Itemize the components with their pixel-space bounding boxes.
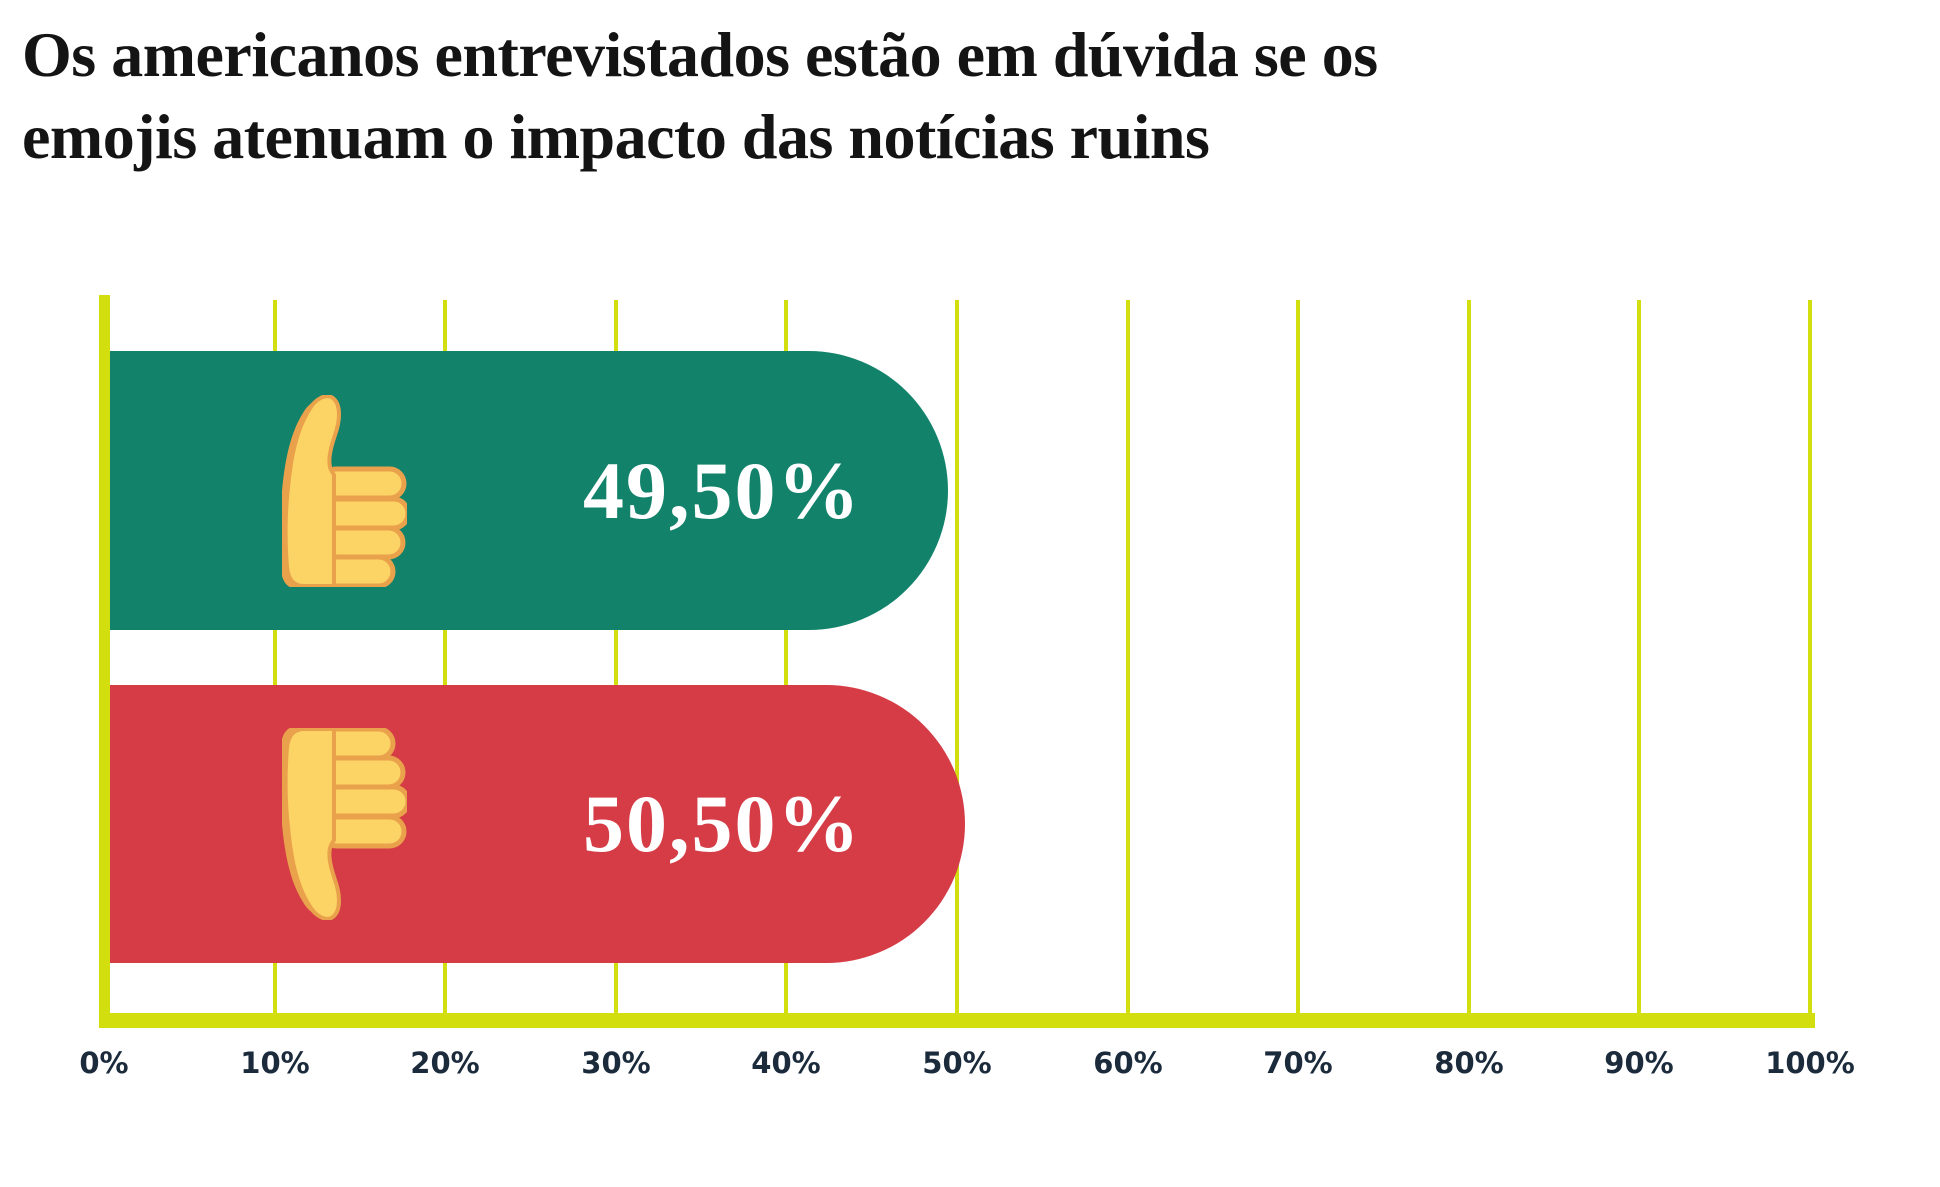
gridline	[1808, 300, 1812, 1014]
x-tick-30: 30%	[581, 1046, 651, 1080]
x-tick-80: 80%	[1434, 1046, 1504, 1080]
gridline	[443, 300, 447, 1014]
x-tick-100: 100%	[1765, 1046, 1855, 1080]
gridline	[1126, 300, 1130, 1014]
value-label-thumbs-down: 50,50%	[583, 778, 862, 869]
bar-thumbs-up: 49,50%	[110, 351, 948, 630]
chart-title-line1: Os americanos entrevistados estão em dúv…	[22, 19, 1378, 90]
gridline	[273, 300, 277, 1014]
thumbs-up-icon	[279, 393, 411, 589]
gridline	[784, 300, 788, 1014]
chart-title: Os americanos entrevistados estão em dúv…	[22, 14, 1378, 178]
chart-title-line2: emojis atenuam o impacto das notícias ru…	[22, 101, 1210, 172]
gridline	[955, 300, 959, 1014]
thumbs-down-icon	[279, 726, 411, 921]
value-label-thumbs-up: 49,50%	[583, 444, 862, 536]
x-tick-40: 40%	[751, 1046, 821, 1080]
gridline	[1296, 300, 1300, 1014]
x-tick-50: 50%	[922, 1046, 992, 1080]
x-tick-10: 10%	[240, 1046, 310, 1080]
x-tick-20: 20%	[410, 1046, 480, 1080]
bar-thumbs-down: 50,50%	[110, 685, 965, 963]
gridline	[1637, 300, 1641, 1014]
x-tick-60: 60%	[1093, 1046, 1163, 1080]
x-axis-line	[99, 1013, 1815, 1028]
x-tick-0: 0%	[79, 1046, 129, 1080]
x-tick-90: 90%	[1604, 1046, 1674, 1080]
gridline	[614, 300, 618, 1014]
x-tick-70: 70%	[1263, 1046, 1333, 1080]
y-axis-line	[99, 295, 110, 1025]
gridline	[1467, 300, 1471, 1014]
